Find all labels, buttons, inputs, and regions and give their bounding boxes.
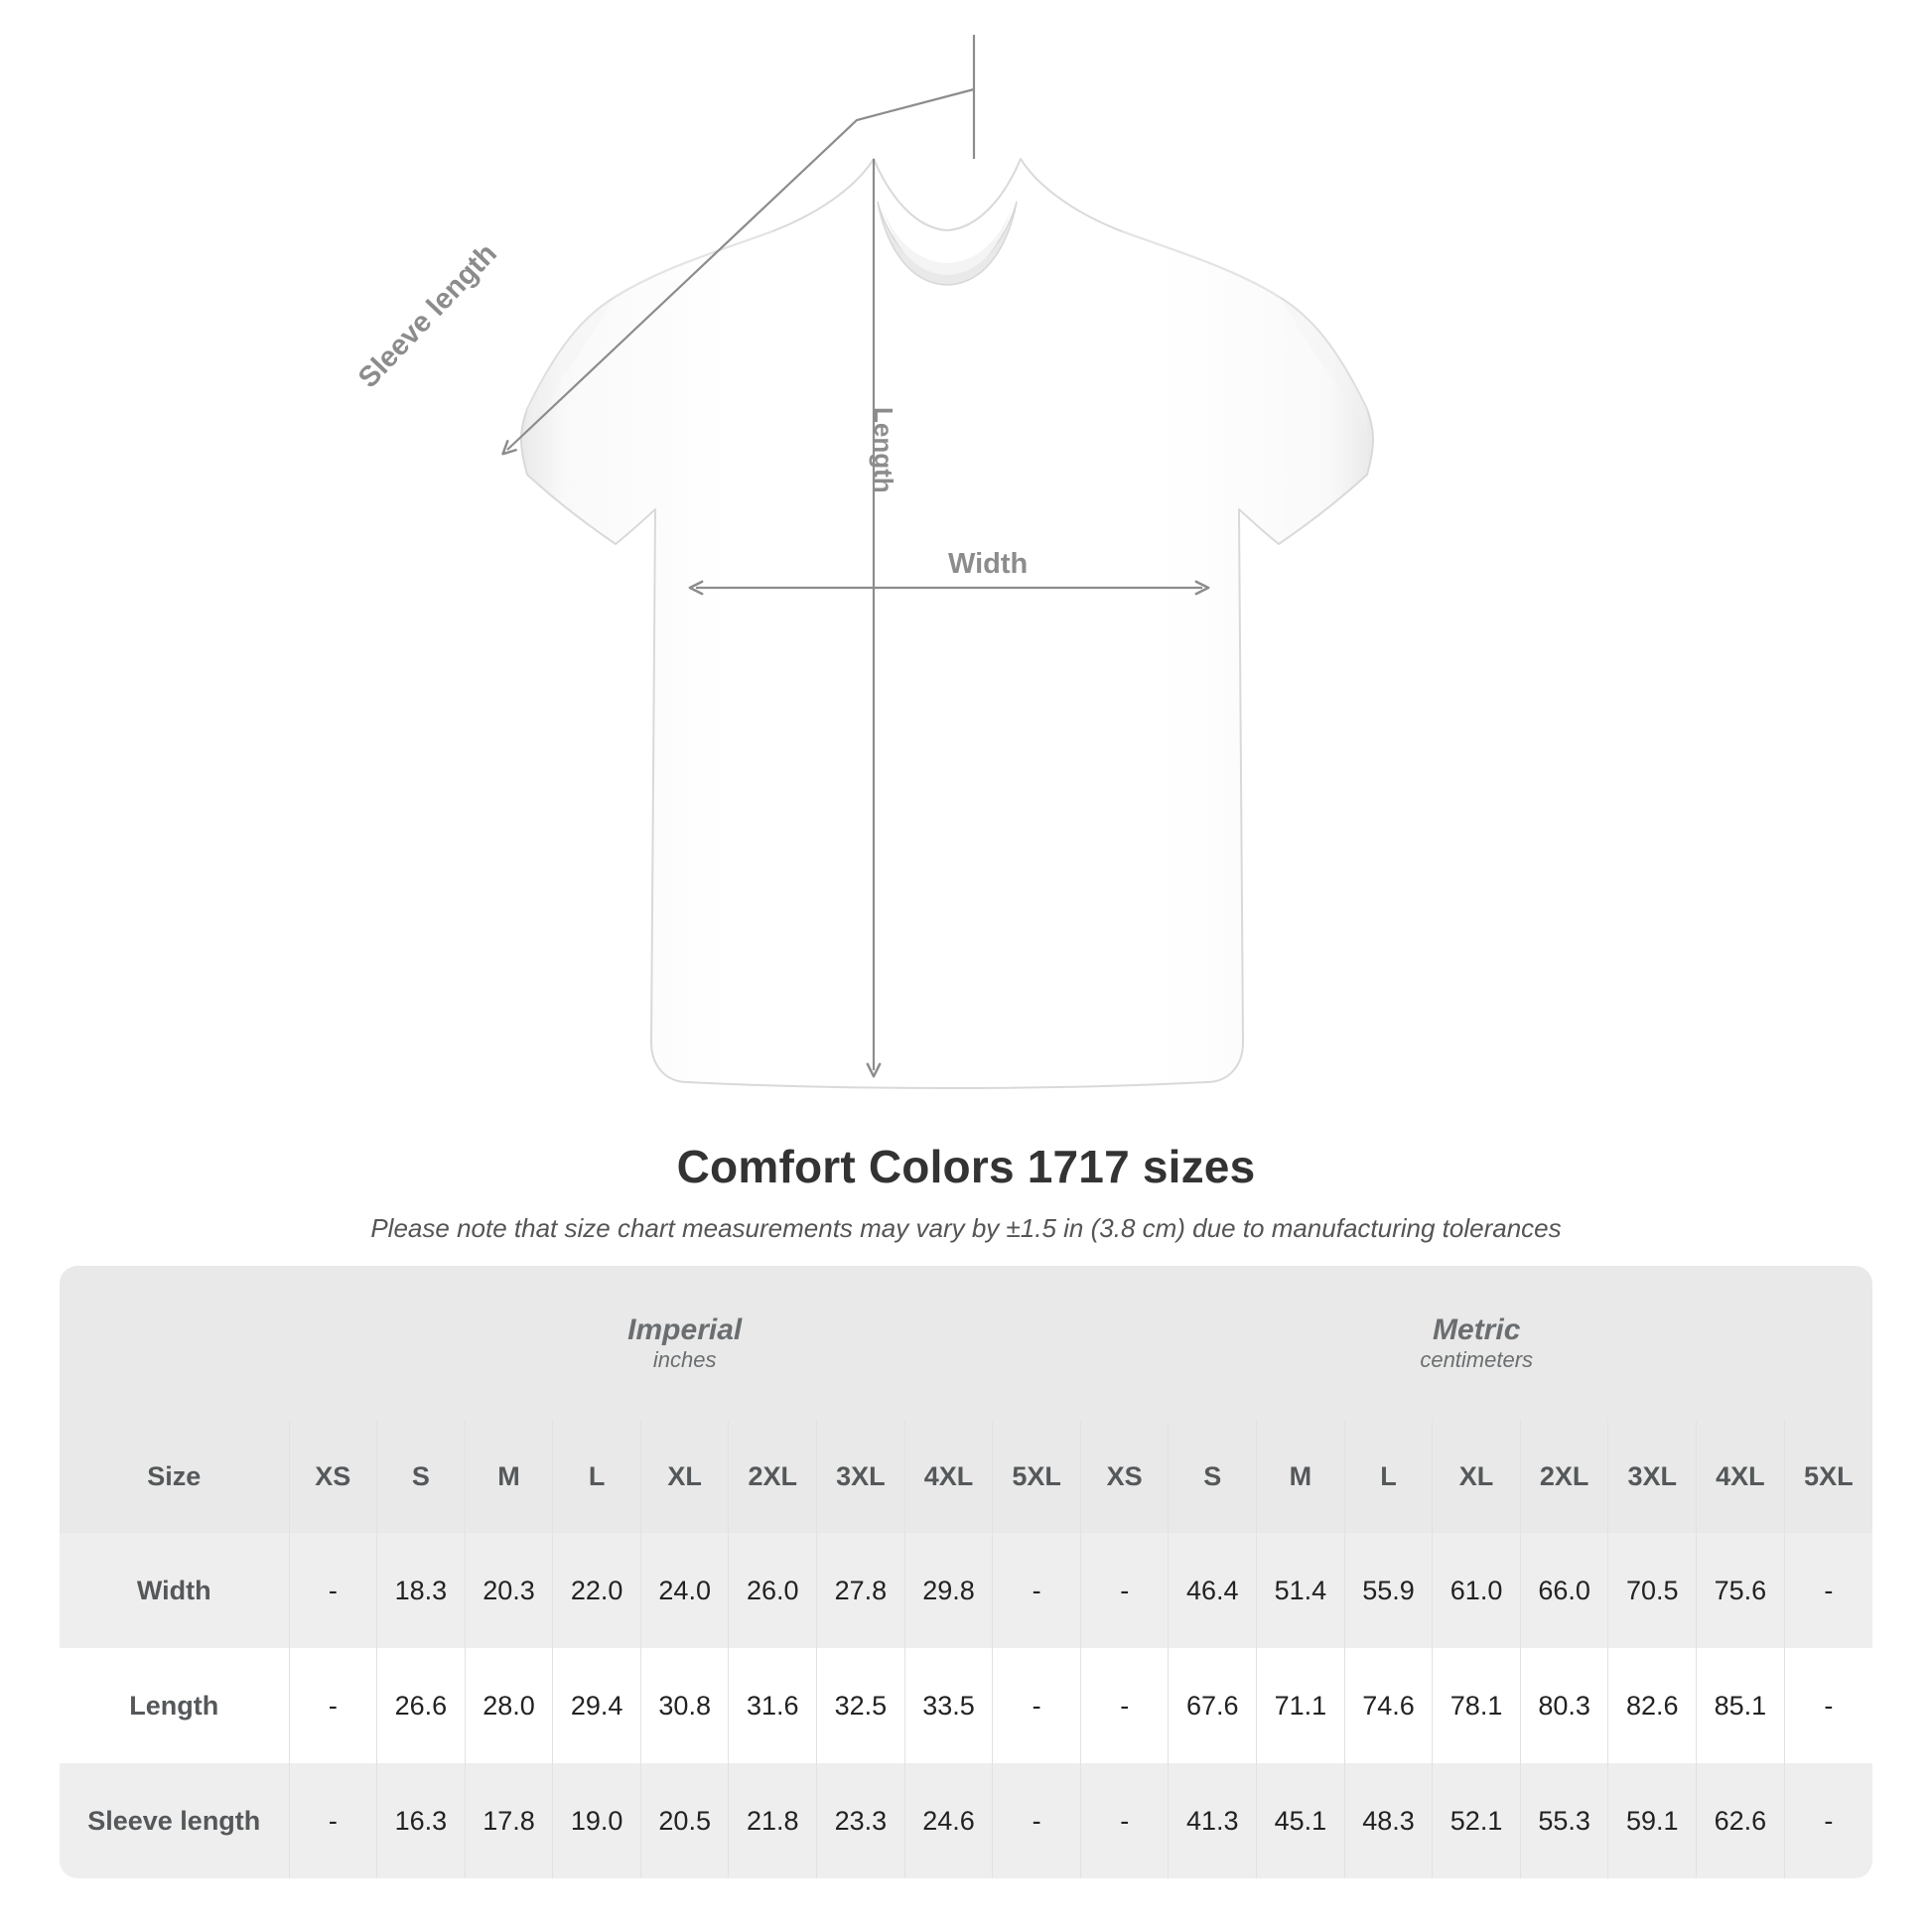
svg-text:Width: Width	[948, 548, 1028, 580]
